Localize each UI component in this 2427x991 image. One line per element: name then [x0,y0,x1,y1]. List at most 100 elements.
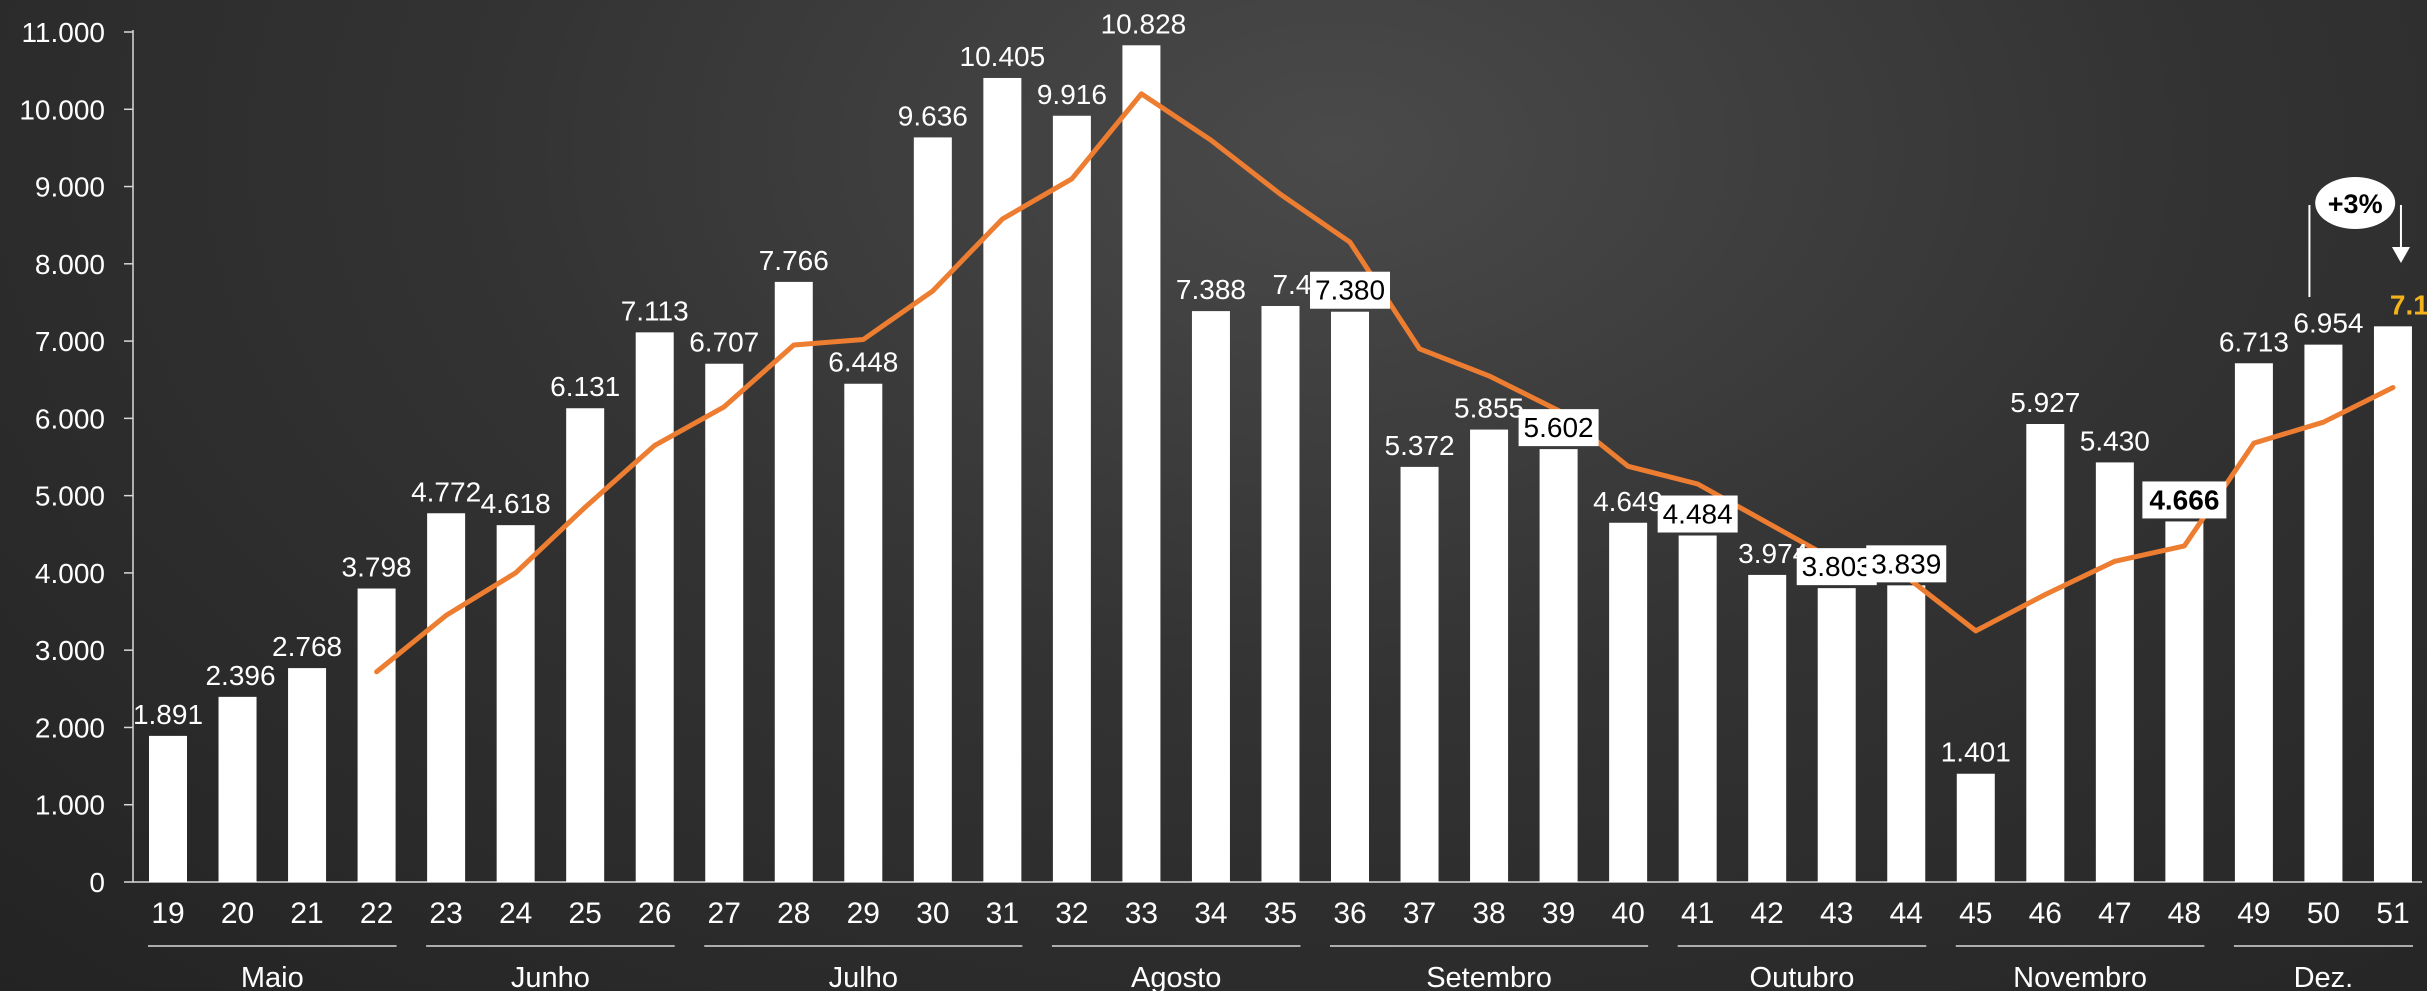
data-label-box [1657,495,1738,533]
x-tick-label: 36 [1333,897,1366,930]
growth-callout: +3% [2308,177,2410,297]
x-tick-label: 49 [2237,897,2270,930]
data-label: 6.713 [2219,326,2289,357]
bar [1678,535,1717,882]
x-tick-label: 25 [568,897,601,930]
x-tick-label: 44 [1890,897,1923,930]
bar [496,525,535,882]
data-label: 5.430 [2080,425,2150,456]
x-tick-label: 24 [499,897,532,930]
data-label-box [1518,409,1599,447]
data-label: 7.191 [2390,289,2427,320]
bar [1331,311,1370,882]
data-label: 3.839 [1871,548,1941,579]
x-tick-label: 51 [2376,897,2409,930]
y-tick-label: 2.000 [35,712,105,743]
data-label: 7.380 [1315,275,1385,306]
x-tick-label: 38 [1472,897,1505,930]
x-tick-label: 20 [221,897,254,930]
month-label: Maio [241,962,304,991]
bar [2165,521,2204,882]
data-label: 4.772 [411,476,481,507]
y-tick-label: 0 [89,867,105,898]
bar [2304,344,2343,882]
x-axis-labels: 19 20 21 22 23 24 25 26 27 28 29 30 31 32 33 34 35 36 37 38… [151,897,2409,930]
x-tick-label: 42 [1751,897,1784,930]
data-label: 7.113 [621,295,689,326]
bar [635,332,674,882]
data-label: 9.636 [898,100,968,131]
data-label: 3.798 [342,552,412,583]
data-label: 4.666 [2149,484,2219,515]
x-tick-label: 27 [708,897,741,930]
data-label: 5.602 [1524,412,1594,443]
y-tick-label: 4.000 [35,558,105,589]
x-tick-label: 40 [1611,897,1644,930]
bar [983,77,1022,882]
x-tick-label: 22 [360,897,393,930]
bar [427,513,466,882]
y-tick-label: 9.000 [35,172,105,203]
trend-line [374,91,2396,675]
data-label: 9.916 [1037,79,1107,110]
data-label: 5.855 [1454,393,1524,424]
x-tick-label: 32 [1055,897,1088,930]
data-label-box [2142,481,2227,519]
axes: 0 1.000 2.000 3.000 4.000 5.000 6.000 7.000 8.00… [19,17,2422,898]
data-label: 2.768 [272,631,342,662]
y-tick-label: 6.000 [35,403,105,434]
bar [1817,588,1856,882]
x-tick-label: 50 [2307,897,2340,930]
bar [1261,306,1300,882]
bar [2234,363,2273,882]
data-label-box [1796,548,1877,586]
data-label: 1.891 [133,699,203,730]
bar [149,735,187,882]
bar [1052,115,1091,883]
bar [566,408,605,882]
bar [774,281,813,882]
bar [1191,311,1230,882]
bar [2373,326,2412,883]
data-label: 7.388 [1176,274,1246,305]
data-label: 6.131 [550,371,620,402]
data-label: 5.927 [2010,387,2080,418]
bar [1539,449,1578,882]
data-label: 10.405 [960,41,1046,72]
bar [2026,424,2065,882]
x-tick-label: 37 [1403,897,1436,930]
y-tick-label: 7.000 [35,326,105,357]
data-label: 3.974 [1738,538,1808,569]
y-tick-label: 8.000 [35,249,105,280]
month-label: Agosto [1131,962,1221,991]
data-label: 4.618 [481,488,551,519]
data-label: 6.707 [689,327,759,358]
data-label-box [1866,545,1947,583]
bar [1887,585,1926,882]
callout-bubble [2315,177,2396,229]
y-tick-label: 10.000 [19,94,105,125]
x-tick-label: 41 [1681,897,1714,930]
bar [1748,574,1787,882]
x-tick-label: 46 [2029,897,2062,930]
x-tick-label: 21 [290,897,323,930]
data-label: 3.803 [1802,551,1872,582]
callout-text: +3% [2328,189,2383,219]
bar [913,137,952,882]
bar [705,363,744,882]
month-label: Outubro [1750,962,1855,991]
month-label: Junho [511,962,590,991]
y-tick-label: 11.000 [21,17,105,48]
data-label: 2.396 [205,660,275,691]
x-tick-label: 28 [777,897,810,930]
data-label: 4.649 [1593,486,1663,517]
bars [149,45,2412,883]
bar [357,588,396,882]
bar [1122,45,1161,883]
data-label: 10.828 [1101,8,1187,39]
x-tick-label: 31 [986,897,1019,930]
data-label-box [1310,271,1391,309]
data-label: 5.372 [1385,430,1455,461]
x-tick-label: 34 [1194,897,1227,930]
